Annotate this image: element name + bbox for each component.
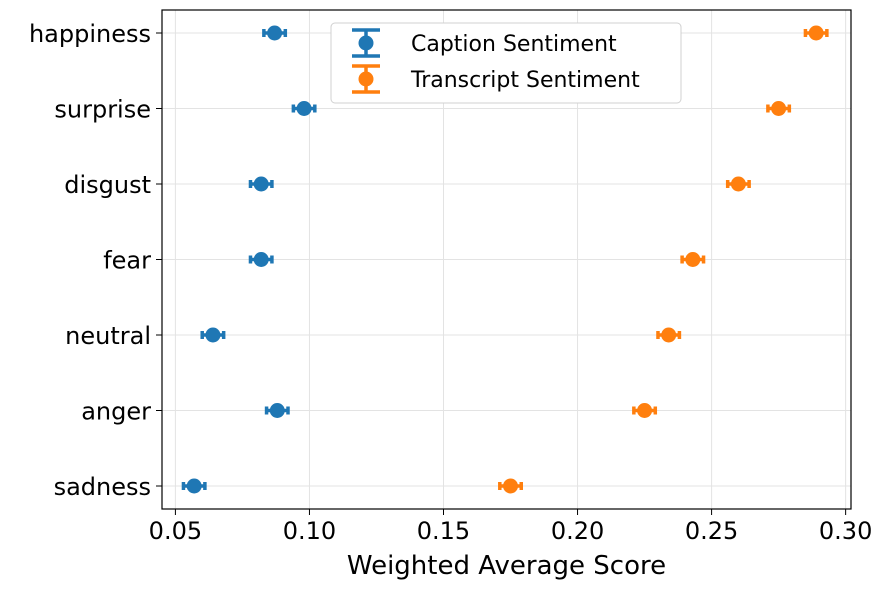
legend-label: Caption Sentiment — [411, 32, 617, 57]
errorbar-point — [262, 25, 288, 41]
x-tick-label: 0.25 — [685, 517, 738, 545]
data-point — [503, 478, 519, 494]
x-axis-label: Weighted Average Score — [347, 551, 666, 581]
data-point — [730, 176, 746, 192]
errorbar-point — [766, 101, 792, 116]
errorbar-point — [291, 101, 317, 116]
x-tick-label: 0.05 — [149, 517, 202, 545]
legend-entry: Caption Sentiment — [352, 28, 617, 58]
x-tick-label: 0.20 — [551, 517, 604, 545]
errorbar-point — [498, 478, 523, 494]
legend-label: Transcript Sentiment — [410, 68, 640, 93]
legend: Caption Sentiment Transcript Sentiment — [330, 22, 682, 104]
legend-items: Caption Sentiment Transcript Sentiment — [352, 28, 640, 94]
y-tick-label: surprise — [54, 96, 151, 124]
y-tick-label: anger — [81, 398, 151, 426]
legend-marker — [358, 35, 374, 51]
errorbar-point — [248, 252, 274, 267]
legend-entry: Transcript Sentiment — [352, 64, 640, 94]
data-layer — [181, 25, 829, 494]
errorbar-point — [725, 176, 751, 192]
x-tick-label: 0.15 — [417, 517, 470, 545]
x-tick-label: 0.10 — [283, 517, 336, 545]
data-point — [205, 327, 221, 343]
y-tick-label: sadness — [54, 473, 151, 501]
data-point — [186, 478, 202, 494]
data-point — [253, 176, 269, 192]
data-point — [661, 327, 677, 343]
y-tick-label: disgust — [64, 171, 151, 199]
data-point — [267, 25, 283, 41]
errorbar-point — [181, 478, 207, 494]
errorbar-point — [656, 327, 682, 343]
errorbar-point — [264, 403, 290, 418]
y-tick-label: neutral — [65, 322, 151, 350]
errorbar-point — [680, 252, 706, 267]
data-point — [269, 403, 285, 418]
errorbar-point — [248, 176, 274, 192]
y-tick-label: fear — [103, 247, 151, 275]
legend-box — [330, 22, 682, 104]
legend-marker — [358, 71, 374, 87]
data-point — [253, 252, 269, 267]
data-point — [637, 403, 653, 418]
y-tick-label: happiness — [29, 20, 151, 48]
data-point — [296, 101, 312, 116]
errorbar-point — [200, 327, 226, 343]
data-point — [808, 25, 824, 41]
x-tick-label: 0.30 — [819, 517, 872, 545]
data-point — [771, 101, 787, 116]
ticks: 0.05 0.10 0.15 0.20 0.25 0.30 happiness surpris… — [29, 20, 872, 545]
errorbar-point — [803, 25, 829, 41]
errorbar-point — [632, 403, 658, 418]
data-point — [685, 252, 701, 267]
